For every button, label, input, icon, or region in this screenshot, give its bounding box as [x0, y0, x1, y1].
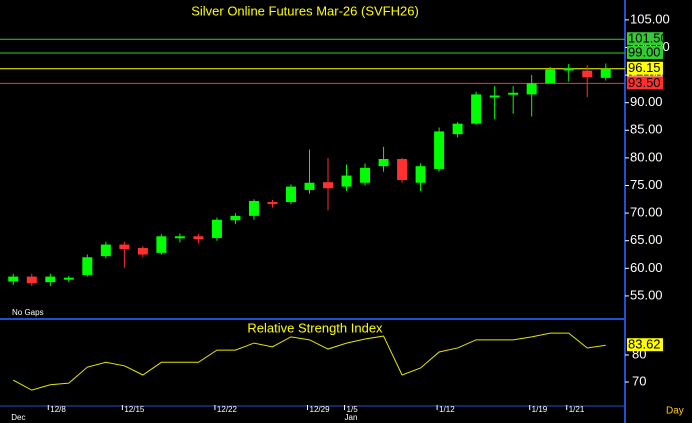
candle-body [267, 202, 278, 205]
candle-body [248, 200, 259, 216]
x-tick-label: 1/21 [569, 405, 585, 414]
y-tick-label: 90.00 [630, 94, 663, 109]
level-label: 96.15 [628, 60, 661, 75]
candle-body [582, 70, 593, 78]
candle-body [8, 276, 19, 282]
candle-body [100, 244, 111, 257]
candle-body [378, 159, 389, 167]
y-tick-label: 75.00 [630, 177, 663, 192]
candle-body [82, 257, 93, 275]
candle-body [174, 236, 185, 239]
rsi-title: Relative Strength Index [247, 320, 383, 335]
candle-body [415, 166, 426, 183]
month-label: Jan [345, 413, 358, 422]
x-tick-label: 1/12 [439, 405, 455, 414]
y-tick-label: 85.00 [630, 122, 663, 137]
y-tick-label: 65.00 [630, 232, 663, 247]
y-tick-label: 55.00 [630, 287, 663, 302]
candle-body [45, 276, 56, 283]
candle-body [360, 167, 371, 183]
y-tick-label: 105.00 [630, 11, 670, 26]
y-tick-label: 70.00 [630, 205, 663, 220]
candle-body [508, 92, 519, 95]
y-tick-label: 60.00 [630, 260, 663, 275]
rsi-last-box [627, 338, 663, 352]
y-tick-label: 70 [632, 373, 646, 388]
level-box [627, 61, 663, 75]
rsi-line [13, 332, 606, 391]
candle-body [452, 123, 463, 135]
candle-body [397, 159, 408, 180]
candle-body [26, 276, 37, 284]
x-tick-label: 1/19 [532, 405, 548, 414]
chart-title: Silver Online Futures Mar-26 (SVFH26) [191, 3, 419, 18]
month-label: Dec [11, 413, 25, 422]
x-tick-label: 12/8 [50, 405, 66, 414]
candle-body [156, 236, 167, 253]
candle-body [304, 182, 315, 190]
candle-body [63, 277, 74, 280]
note: No Gaps [12, 308, 44, 317]
candle-body [489, 95, 500, 98]
y-tick-label: 80.00 [630, 149, 663, 164]
candle-body [563, 68, 574, 71]
level-label: 101.50 [628, 31, 668, 46]
candle-body [285, 186, 296, 203]
candle-body [434, 131, 445, 169]
rsi-last-label: 83.62 [628, 337, 661, 352]
level-label: 99.00 [628, 44, 661, 59]
x-tick-label: 12/22 [217, 405, 238, 414]
candle-body [341, 175, 352, 187]
period-label: Day [666, 406, 684, 417]
candle-body [600, 68, 611, 78]
level-box [627, 46, 663, 59]
level-box [627, 32, 663, 46]
level-label: 93.50 [628, 75, 661, 90]
x-tick-label: 12/15 [124, 405, 145, 414]
candle-body [230, 215, 241, 221]
candle-body [323, 182, 334, 189]
candle-body [211, 219, 222, 238]
candle-body [545, 69, 556, 84]
x-tick-label: 1/5 [347, 405, 359, 414]
candle-body [193, 236, 204, 240]
candle-body [471, 94, 482, 124]
level-box [627, 76, 663, 90]
candle-body [137, 247, 148, 255]
x-tick-label: 12/29 [310, 405, 331, 414]
candle-body [526, 83, 537, 95]
candle-body [119, 244, 130, 249]
